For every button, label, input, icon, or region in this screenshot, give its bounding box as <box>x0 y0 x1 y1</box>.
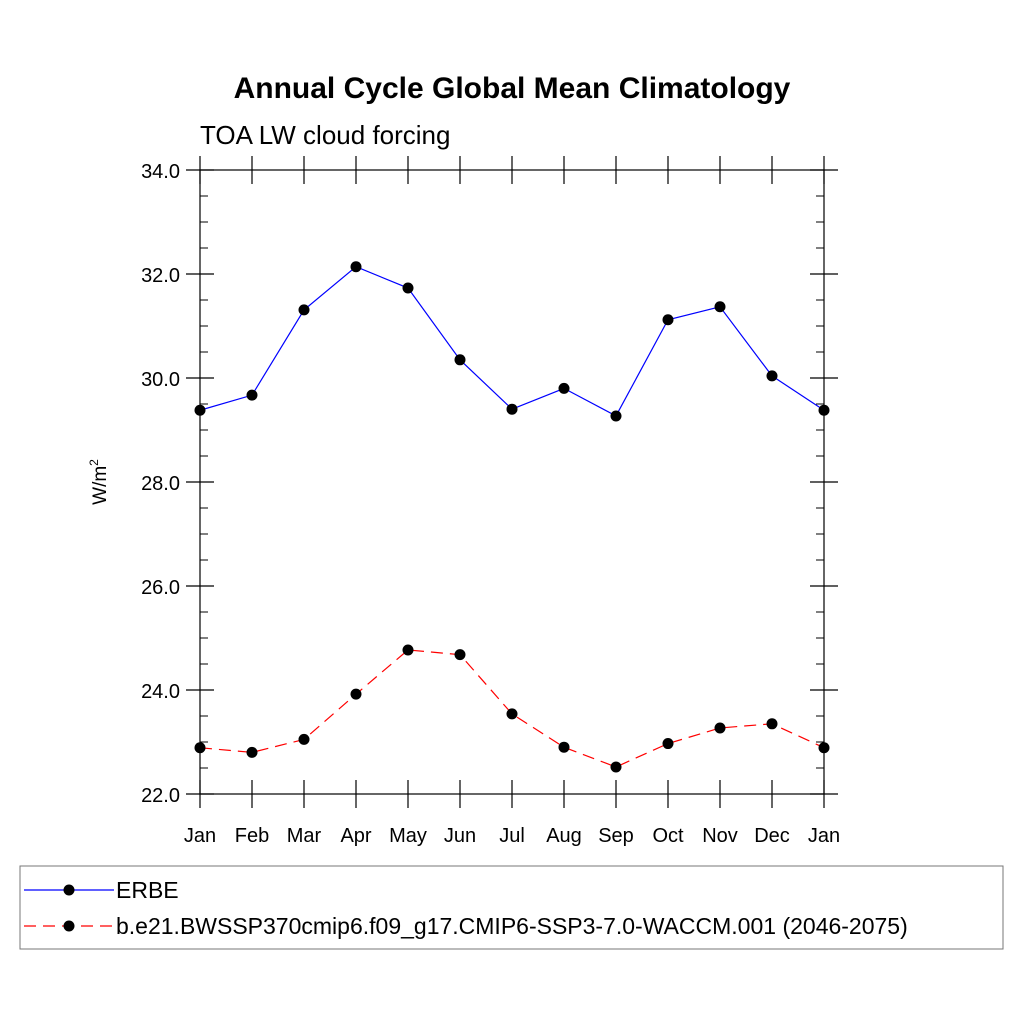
data-point <box>350 261 362 273</box>
x-tick-label: Nov <box>702 825 738 847</box>
y-tick-label: 28.0 <box>141 473 180 495</box>
x-tick-label: Sep <box>598 825 634 847</box>
data-point <box>194 404 206 416</box>
legend: ERBE b.e21.BWSSP370cmip6.f09_g17.CMIP6-SS… <box>19 865 1004 950</box>
x-tick-label: Apr <box>340 825 371 847</box>
x-tick-label: Jul <box>499 825 525 847</box>
x-tick-label: Feb <box>235 825 269 847</box>
data-point <box>298 733 310 745</box>
data-point <box>454 649 466 661</box>
series-layer <box>194 261 830 773</box>
data-point <box>454 354 466 366</box>
legend-marker <box>63 884 75 896</box>
y-axis-label-superscript: 2 <box>87 459 101 466</box>
x-tick-label: Mar <box>287 825 322 847</box>
series-line <box>199 266 825 417</box>
y-axis-label-text: W/m <box>90 466 111 505</box>
plot-frame <box>199 169 825 795</box>
x-tick-label: May <box>389 825 427 847</box>
x-tick-label: Jan <box>808 825 840 847</box>
data-point <box>818 742 830 754</box>
data-point <box>766 370 778 382</box>
data-point <box>558 741 570 753</box>
y-tick-label: 30.0 <box>141 369 180 391</box>
data-point <box>402 282 414 294</box>
data-point <box>506 403 518 415</box>
data-point <box>506 708 518 720</box>
data-point <box>194 742 206 754</box>
chart-subtitle: TOA LW cloud forcing <box>200 120 450 150</box>
axes: 22.0 24.0 26.0 28.0 30.0 32.0 34.0 Jan Feb Mar Apr… <box>141 156 840 847</box>
data-point <box>714 722 726 734</box>
data-point <box>402 644 414 656</box>
legend-label: b.e21.BWSSP370cmip6.f09_g17.CMIP6-SSP3-7… <box>116 913 908 939</box>
x-tick-label: Jan <box>184 825 216 847</box>
data-point <box>246 746 258 758</box>
data-point <box>766 718 778 730</box>
legend-label: ERBE <box>116 877 179 903</box>
data-point <box>662 738 674 750</box>
data-point <box>350 688 362 700</box>
x-tick-label: Aug <box>546 825 582 847</box>
x-tick-label: Oct <box>652 825 684 847</box>
data-point <box>246 389 258 401</box>
legend-box <box>19 865 1004 950</box>
data-point <box>298 304 310 316</box>
y-tick-label: 24.0 <box>141 681 180 703</box>
y-tick-label: 34.0 <box>141 161 180 183</box>
y-tick-label: 32.0 <box>141 265 180 287</box>
chart-title: Annual Cycle Global Mean Climatology <box>234 72 791 105</box>
y-tick-label: 22.0 <box>141 785 180 807</box>
y-tick-label: 26.0 <box>141 577 180 599</box>
x-tick-label: Jun <box>444 825 476 847</box>
data-point <box>662 314 674 326</box>
y-axis-label: W/m2 <box>87 459 111 505</box>
data-point <box>610 410 622 422</box>
data-point <box>610 761 622 773</box>
legend-marker <box>63 920 75 932</box>
series-2 <box>194 644 830 773</box>
data-point <box>818 404 830 416</box>
data-point <box>714 301 726 313</box>
x-tick-label: Dec <box>754 825 790 847</box>
data-point <box>558 382 570 394</box>
series-1 <box>194 261 830 422</box>
